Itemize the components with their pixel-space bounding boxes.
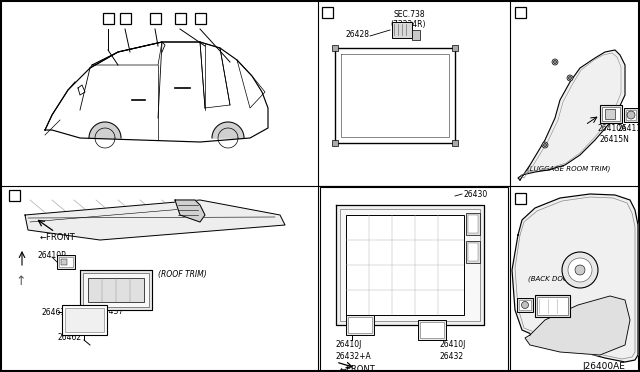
Bar	[519, 300, 531, 310]
Bar	[600, 105, 622, 123]
Text: C: C	[177, 13, 183, 22]
Circle shape	[522, 301, 529, 308]
Bar	[468, 215, 478, 233]
Bar	[332, 140, 338, 146]
Bar	[322, 7, 333, 18]
Circle shape	[627, 111, 635, 119]
Circle shape	[562, 252, 598, 288]
Polygon shape	[80, 270, 152, 310]
Text: SEC.738: SEC.738	[393, 10, 424, 19]
Bar	[346, 215, 464, 315]
Bar	[120, 13, 131, 24]
Text: 26410AA: 26410AA	[545, 320, 580, 329]
Polygon shape	[336, 205, 484, 325]
Text: ←FRONT: ←FRONT	[40, 233, 76, 242]
Bar	[59, 257, 73, 267]
Bar	[537, 297, 568, 315]
Polygon shape	[518, 50, 625, 180]
Polygon shape	[525, 296, 630, 355]
Circle shape	[552, 59, 558, 65]
Bar	[515, 7, 526, 18]
Bar	[320, 187, 508, 370]
Bar	[346, 315, 374, 335]
Bar	[392, 22, 412, 38]
Text: B: B	[105, 13, 111, 22]
Bar	[452, 140, 458, 146]
Text: 26410J: 26410J	[440, 340, 467, 349]
Circle shape	[568, 77, 572, 80]
Bar	[466, 213, 480, 235]
Bar	[175, 13, 186, 24]
Text: 26411: 26411	[617, 124, 640, 133]
Circle shape	[543, 144, 547, 147]
Text: J26400AE: J26400AE	[582, 362, 625, 371]
Bar	[624, 108, 638, 122]
Bar	[340, 209, 480, 321]
Circle shape	[554, 61, 557, 64]
Bar	[420, 322, 444, 338]
Text: 26410J: 26410J	[335, 340, 362, 349]
Polygon shape	[512, 194, 638, 362]
Polygon shape	[335, 48, 455, 143]
Text: 26411+A: 26411+A	[540, 330, 575, 339]
Text: 26418M: 26418M	[580, 315, 611, 324]
Bar	[195, 13, 206, 24]
Text: 26462: 26462	[58, 333, 82, 342]
Text: ↑: ↑	[15, 275, 26, 288]
Bar	[348, 317, 372, 333]
Text: 26410P: 26410P	[38, 251, 67, 260]
Bar	[88, 278, 144, 302]
Bar	[466, 241, 480, 263]
Bar	[626, 110, 636, 120]
Bar	[452, 45, 458, 51]
Bar	[332, 45, 338, 51]
Text: (LUGGAGE ROOM TRIM): (LUGGAGE ROOM TRIM)	[527, 165, 611, 171]
Text: B: B	[324, 7, 330, 16]
Text: 26415N: 26415N	[600, 135, 630, 144]
Circle shape	[542, 142, 548, 148]
Text: A: A	[11, 190, 17, 199]
Polygon shape	[175, 200, 205, 222]
Bar	[57, 255, 75, 269]
Text: (ROOF TRIM): (ROOF TRIM)	[158, 270, 207, 279]
Bar	[412, 30, 420, 40]
Bar	[103, 13, 114, 24]
Text: (BACK DOOR): (BACK DOOR)	[560, 198, 612, 207]
Polygon shape	[89, 122, 121, 138]
Bar	[65, 308, 104, 332]
Text: (BACK DOOR TRIM): (BACK DOOR TRIM)	[528, 275, 595, 282]
Bar	[83, 273, 149, 307]
Circle shape	[568, 258, 592, 282]
Bar	[418, 320, 446, 340]
Text: ←FRONT: ←FRONT	[340, 365, 376, 372]
Bar	[535, 295, 570, 317]
Bar	[468, 243, 478, 261]
Text: (73224R): (73224R)	[390, 20, 426, 29]
Text: 26461: 26461	[42, 308, 66, 317]
Text: D: D	[516, 193, 524, 202]
Polygon shape	[25, 200, 285, 240]
Text: 26432+A: 26432+A	[335, 352, 371, 361]
Bar	[62, 305, 107, 335]
Polygon shape	[212, 122, 244, 138]
Polygon shape	[45, 42, 268, 142]
Bar	[150, 13, 161, 24]
Text: D: D	[196, 13, 204, 22]
Text: 26430: 26430	[463, 190, 487, 199]
Text: 26432: 26432	[440, 352, 464, 361]
Bar	[605, 109, 615, 119]
Circle shape	[575, 265, 585, 275]
Text: C: C	[517, 7, 523, 16]
Bar	[602, 107, 620, 121]
Bar	[61, 259, 67, 265]
Bar	[9, 190, 20, 201]
Text: 26428: 26428	[345, 30, 369, 39]
Text: A: A	[152, 13, 158, 22]
Text: A: A	[122, 13, 128, 22]
Bar	[517, 298, 533, 312]
Circle shape	[567, 75, 573, 81]
Bar	[515, 193, 526, 204]
Text: 26410A: 26410A	[597, 124, 627, 133]
Text: 26437: 26437	[100, 307, 124, 316]
